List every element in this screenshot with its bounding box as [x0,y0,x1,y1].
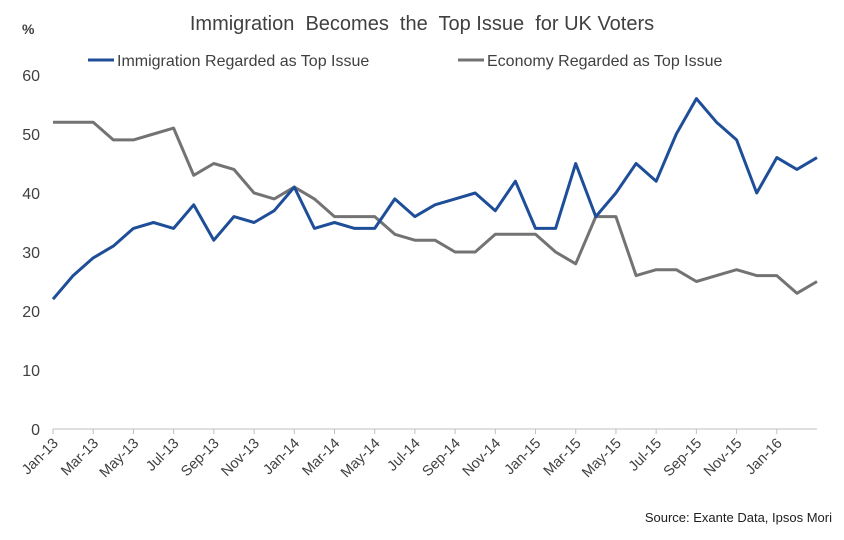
x-tick-label: May-14 [338,436,384,482]
y-tick-label: 30 [22,245,40,262]
series-line-economy [53,120,818,295]
x-tick-label: Nov-14 [460,436,504,480]
x-tick-label: Mar-13 [58,436,102,480]
chart-title: Immigration Becomes the Top Issue for UK… [190,13,654,35]
y-tick-label: 40 [22,186,40,203]
x-tick-label: Nov-15 [701,436,745,480]
y-axis-ticks: 0 10 20 30 40 50 60 [22,68,40,439]
x-tick-label: Jul-14 [384,436,423,475]
series-group [51,97,818,301]
x-tick-label: Jan-13 [19,436,62,479]
y-tick-label: 60 [22,68,40,85]
source-note: Source: Exante Data, Ipsos Mori [645,510,832,525]
x-tick-label: Nov-13 [219,436,263,480]
y-unit-label: % [22,21,35,37]
y-tick-label: 0 [31,422,40,439]
x-tick-label: Jan-16 [743,436,786,479]
x-tick-label: Jul-13 [143,436,182,475]
x-tick-label: Mar-15 [541,436,585,480]
x-tick-label: Jul-15 [626,436,665,475]
x-tick-label: Jan-15 [502,436,545,479]
y-tick-label: 10 [22,363,40,380]
x-tick-label: Sep-13 [178,436,222,480]
x-tick-label: Sep-15 [661,436,705,480]
x-tick-label: Jan-14 [260,436,303,479]
x-tick-label: Mar-14 [300,436,344,480]
legend: Immigration Regarded as Top Issue Econom… [88,53,723,70]
x-tick-label: May-15 [579,436,625,482]
legend-label-economy: Economy Regarded as Top Issue [487,53,723,70]
y-tick-label: 50 [22,127,40,144]
legend-label-immigration: Immigration Regarded as Top Issue [117,53,369,70]
series-line-immigration [51,97,818,301]
x-tick-label: Sep-14 [420,436,464,480]
y-tick-label: 20 [22,304,40,321]
x-tick-label: May-13 [97,436,143,482]
